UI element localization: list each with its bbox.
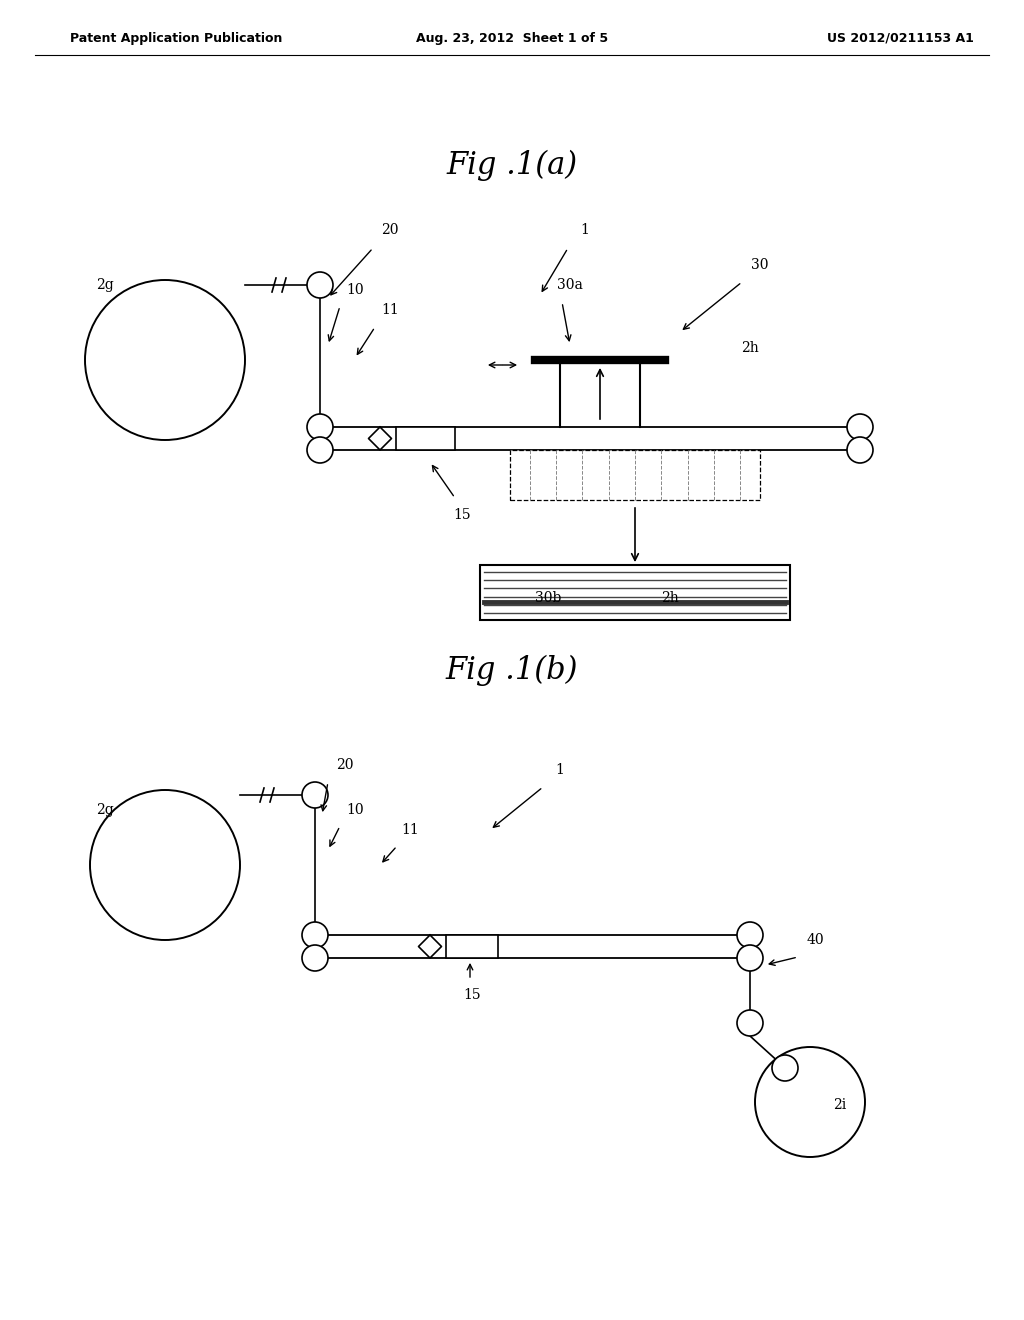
Text: 11: 11: [401, 822, 419, 837]
Bar: [480, 565, 790, 620]
Text: 2i: 2i: [834, 1098, 847, 1111]
Circle shape: [302, 781, 328, 808]
Circle shape: [85, 280, 245, 440]
Circle shape: [737, 921, 763, 948]
Circle shape: [307, 437, 333, 463]
Text: Fig .1(a): Fig .1(a): [446, 149, 578, 181]
Text: 20: 20: [336, 758, 353, 772]
Circle shape: [772, 1055, 798, 1081]
Text: 11: 11: [381, 304, 399, 317]
Text: 40: 40: [806, 933, 824, 946]
Circle shape: [755, 1047, 865, 1158]
Text: 2g: 2g: [96, 803, 114, 817]
Bar: [510, 450, 760, 500]
Text: 1: 1: [556, 763, 564, 777]
Text: 2h: 2h: [741, 341, 759, 355]
Circle shape: [302, 945, 328, 972]
Circle shape: [90, 789, 240, 940]
Circle shape: [737, 945, 763, 972]
Circle shape: [307, 272, 333, 298]
Text: 10: 10: [346, 282, 364, 297]
Text: Fig .1(b): Fig .1(b): [445, 655, 579, 685]
Text: 1: 1: [581, 223, 590, 238]
Circle shape: [847, 437, 873, 463]
Text: 30a: 30a: [557, 279, 583, 292]
Circle shape: [737, 1010, 763, 1036]
Text: 2g: 2g: [96, 279, 114, 292]
Text: 30b: 30b: [535, 591, 561, 605]
Text: 2h: 2h: [662, 591, 679, 605]
Bar: [446, 935, 498, 958]
Text: 20: 20: [381, 223, 398, 238]
Text: 30: 30: [752, 257, 769, 272]
Circle shape: [302, 921, 328, 948]
Text: 10: 10: [346, 803, 364, 817]
Text: 15: 15: [463, 987, 481, 1002]
Text: Aug. 23, 2012  Sheet 1 of 5: Aug. 23, 2012 Sheet 1 of 5: [416, 32, 608, 45]
Circle shape: [847, 414, 873, 440]
Bar: [396, 426, 455, 450]
Text: 15: 15: [454, 508, 471, 521]
Circle shape: [307, 414, 333, 440]
Text: US 2012/0211153 A1: US 2012/0211153 A1: [827, 32, 974, 45]
Text: Patent Application Publication: Patent Application Publication: [70, 32, 283, 45]
